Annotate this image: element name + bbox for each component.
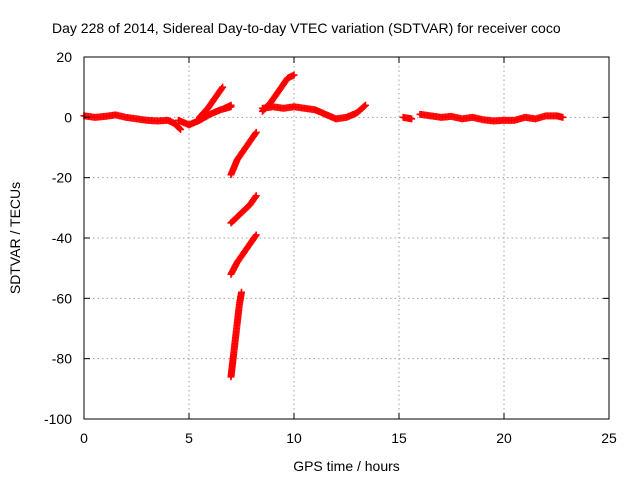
data-point — [290, 71, 298, 79]
data-segment — [399, 113, 416, 123]
y-tick-label: -80 — [52, 351, 72, 367]
data-point — [408, 115, 416, 123]
data-segment — [227, 288, 245, 381]
data-layer — [80, 71, 567, 381]
y-tick-label: 0 — [64, 109, 72, 125]
data-point — [252, 231, 260, 239]
x-tick-label: 15 — [391, 430, 407, 446]
y-tick-label: 20 — [56, 49, 72, 65]
y-tick-label: -40 — [52, 230, 72, 246]
data-point — [219, 83, 227, 91]
data-segment — [221, 101, 235, 112]
x-tick-label: 10 — [286, 430, 302, 446]
x-tick-label: 20 — [496, 430, 512, 446]
data-segment — [227, 128, 260, 179]
y-tick-label: -60 — [52, 290, 72, 306]
x-tick-label: 25 — [601, 430, 617, 446]
data-point — [361, 101, 369, 109]
data-point — [251, 130, 259, 138]
data-segment — [80, 111, 185, 133]
y-tick-label: -20 — [52, 170, 72, 186]
data-point — [252, 192, 260, 200]
data-point — [227, 101, 235, 109]
data-point — [559, 113, 567, 121]
data-point — [252, 128, 260, 136]
data-point — [177, 125, 185, 133]
tick-layer: 0 5 10 15 20 25 -100 -80 -60 -40 -20 0 20 — [44, 49, 617, 446]
data-point — [251, 193, 259, 201]
data-segment — [227, 192, 260, 227]
chart-title: Day 228 of 2014, Sidereal Day-to-day VTE… — [52, 20, 561, 36]
x-tick-label: 0 — [80, 430, 88, 446]
data-point — [218, 84, 226, 92]
data-segment — [196, 83, 227, 121]
data-point — [176, 124, 184, 132]
y-tick-label: -100 — [44, 411, 72, 427]
data-segment — [416, 110, 567, 125]
y-axis-label: SDTVAR / TECUs — [7, 182, 23, 294]
data-point — [360, 102, 368, 110]
data-point — [238, 288, 245, 296]
grid-layer — [84, 57, 609, 419]
x-tick-label: 5 — [185, 430, 193, 446]
data-point — [251, 232, 259, 240]
data-segment — [227, 231, 260, 278]
data-segment — [259, 101, 369, 123]
x-axis-label: GPS time / hours — [293, 458, 400, 474]
